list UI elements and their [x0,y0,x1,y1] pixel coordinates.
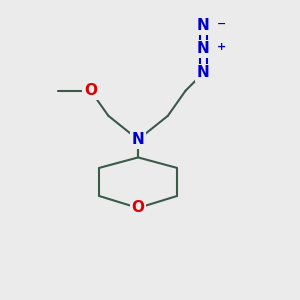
Text: O: O [132,200,145,215]
Text: N: N [197,65,210,80]
Text: −: − [217,19,226,29]
Text: N: N [197,18,210,33]
Text: +: + [217,43,226,52]
Text: O: O [84,83,97,98]
Text: N: N [132,132,145,147]
Text: N: N [197,41,210,56]
